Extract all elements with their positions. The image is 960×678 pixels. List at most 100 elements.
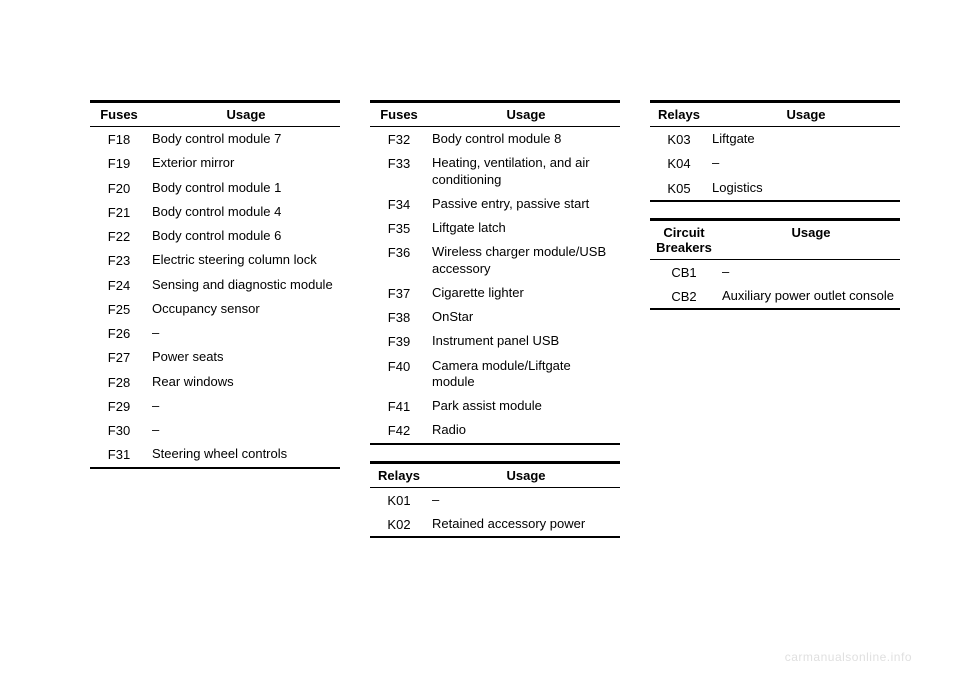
fuse-id: F41 [370, 398, 432, 414]
fuses-table-2: Fuses Usage F32Body control module 8F33H… [370, 100, 620, 445]
table-row: F36Wireless charger module/USB accessory [370, 240, 620, 281]
fuse-usage: – [152, 325, 340, 341]
fuse-id: F19 [90, 155, 152, 171]
table-row: F21Body control module 4 [90, 200, 340, 224]
table-row: F40Camera module/Liftgate module [370, 354, 620, 395]
table-row: F28Rear windows [90, 370, 340, 394]
fuse-id: K04 [650, 155, 712, 171]
fuse-usage: – [722, 264, 900, 280]
fuse-id: F40 [370, 358, 432, 391]
circuit-breakers-table: Circuit Breakers Usage CB1–CB2Auxiliary … [650, 218, 900, 311]
fuse-id: F36 [370, 244, 432, 277]
fuse-id: K02 [370, 516, 432, 532]
table-row: CB2Auxiliary power outlet console [650, 284, 900, 308]
fuse-usage: Passive entry, passive start [432, 196, 620, 212]
table-row: F30– [90, 418, 340, 442]
fuse-usage: Liftgate latch [432, 220, 620, 236]
table-row: F29– [90, 394, 340, 418]
fuse-id: F35 [370, 220, 432, 236]
fuse-id: F21 [90, 204, 152, 220]
table-row: F25Occupancy sensor [90, 297, 340, 321]
fuse-usage: Radio [432, 422, 620, 438]
header-usage: Usage [432, 107, 620, 122]
column-2: Fuses Usage F32Body control module 8F33H… [370, 100, 620, 538]
header-usage: Usage [432, 468, 620, 483]
fuse-usage: Body control module 1 [152, 180, 340, 196]
fuse-id: K05 [650, 180, 712, 196]
fuse-usage: Power seats [152, 349, 340, 365]
fuse-usage: Exterior mirror [152, 155, 340, 171]
fuse-usage: – [712, 155, 900, 171]
fuse-id: F28 [90, 374, 152, 390]
header-fuses: Fuses [90, 107, 152, 122]
fuse-id: F39 [370, 333, 432, 349]
fuse-id: F22 [90, 228, 152, 244]
table-header: Fuses Usage [90, 103, 340, 127]
table-row: F18Body control module 7 [90, 127, 340, 151]
table-row: F33Heating, ventilation, and air conditi… [370, 151, 620, 192]
fuse-usage: – [432, 492, 620, 508]
fuse-id: K03 [650, 131, 712, 147]
fuse-id: F32 [370, 131, 432, 147]
fuse-usage: Retained accessory power [432, 516, 620, 532]
fuse-id: F27 [90, 349, 152, 365]
table-header: Circuit Breakers Usage [650, 221, 900, 260]
fuse-id: F25 [90, 301, 152, 317]
fuse-usage: Body control module 4 [152, 204, 340, 220]
fuse-usage: Occupancy sensor [152, 301, 340, 317]
fuse-usage: Wireless charger module/USB accessory [432, 244, 620, 277]
fuse-usage: OnStar [432, 309, 620, 325]
table-row: F31Steering wheel controls [90, 442, 340, 466]
table-row: F20Body control module 1 [90, 176, 340, 200]
fuse-id: F38 [370, 309, 432, 325]
table-row: F22Body control module 6 [90, 224, 340, 248]
fuse-usage: Auxiliary power outlet console [722, 288, 900, 304]
fuses-table-1: Fuses Usage F18Body control module 7F19E… [90, 100, 340, 469]
fuse-id: K01 [370, 492, 432, 508]
fuse-id: F20 [90, 180, 152, 196]
fuse-id: F31 [90, 446, 152, 462]
fuse-usage: Instrument panel USB [432, 333, 620, 349]
table-row: F42Radio [370, 418, 620, 442]
table-row: CB1– [650, 260, 900, 284]
header-fuses: Fuses [370, 107, 432, 122]
fuse-usage: Body control module 8 [432, 131, 620, 147]
fuse-id: F33 [370, 155, 432, 188]
header-usage: Usage [712, 107, 900, 122]
table-row: F26– [90, 321, 340, 345]
fuse-usage: Electric steering column lock [152, 252, 340, 268]
table-row: F32Body control module 8 [370, 127, 620, 151]
fuse-usage: – [152, 422, 340, 438]
fuse-id: CB1 [650, 264, 722, 280]
table-row: K01– [370, 488, 620, 512]
column-1: Fuses Usage F18Body control module 7F19E… [90, 100, 340, 538]
table-row: K02Retained accessory power [370, 512, 620, 536]
table-row: F35Liftgate latch [370, 216, 620, 240]
fuse-id: F26 [90, 325, 152, 341]
table-row: F27Power seats [90, 345, 340, 369]
table-row: K04– [650, 151, 900, 175]
fuse-id: F37 [370, 285, 432, 301]
fuse-usage: Body control module 7 [152, 131, 340, 147]
table-header: Relays Usage [370, 464, 620, 488]
header-usage: Usage [152, 107, 340, 122]
table-row: F24Sensing and diagnostic module [90, 273, 340, 297]
fuse-usage: Body control module 6 [152, 228, 340, 244]
table-row: F37Cigarette lighter [370, 281, 620, 305]
table-row: F23Electric steering column lock [90, 248, 340, 272]
table-row: F41Park assist module [370, 394, 620, 418]
fuse-id: F42 [370, 422, 432, 438]
fuse-id: F29 [90, 398, 152, 414]
table-header: Relays Usage [650, 103, 900, 127]
table-row: F39Instrument panel USB [370, 329, 620, 353]
fuse-id: F34 [370, 196, 432, 212]
header-relays: Relays [650, 107, 712, 122]
fuse-id: F24 [90, 277, 152, 293]
page-content: Fuses Usage F18Body control module 7F19E… [0, 0, 960, 558]
table-row: F38OnStar [370, 305, 620, 329]
fuse-id: F30 [90, 422, 152, 438]
header-circuit-breakers: Circuit Breakers [650, 225, 722, 255]
table-row: F19Exterior mirror [90, 151, 340, 175]
fuse-id: F23 [90, 252, 152, 268]
watermark-text: carmanualsonline.info [785, 650, 912, 664]
